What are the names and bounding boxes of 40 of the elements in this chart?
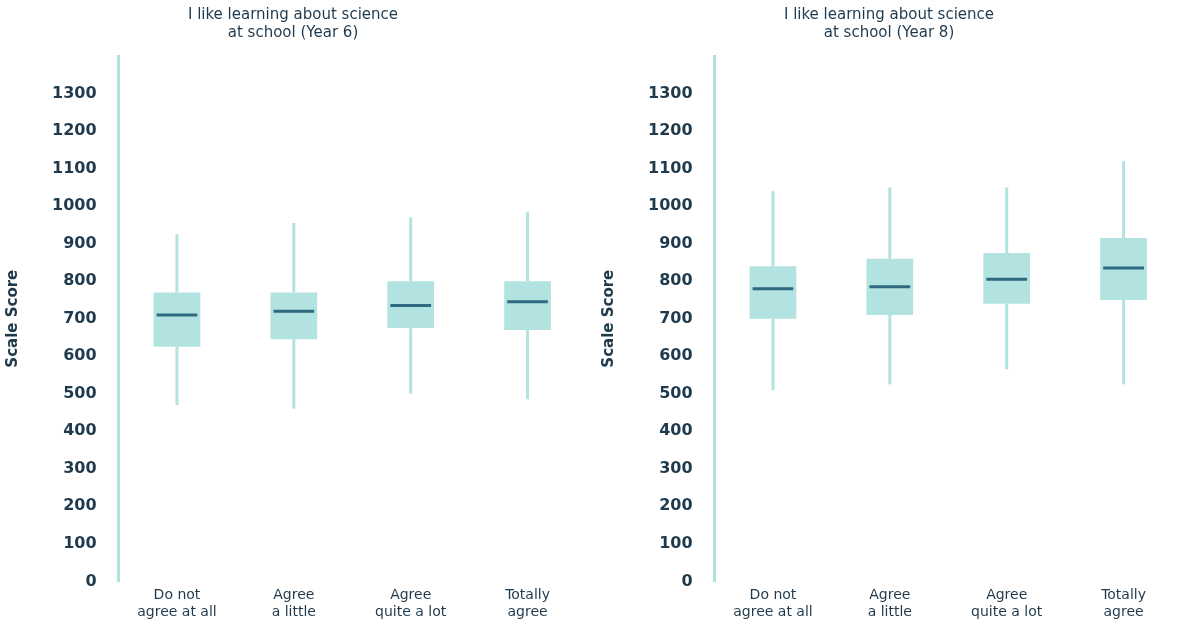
y-tick-label: 900 (659, 232, 693, 252)
x-tick-label: Agree quite a lot (971, 586, 1043, 620)
y-tick-label: 1200 (52, 120, 97, 140)
y-tick-label: 700 (63, 307, 97, 327)
y-tick-label: 800 (63, 270, 97, 290)
y-tick-label: 0 (681, 570, 693, 590)
y-tick-label: 1000 (52, 195, 97, 215)
y-tick-label: 800 (659, 270, 693, 290)
y-tick-label: 200 (63, 495, 97, 515)
y-axis-title: Scale Score (598, 269, 617, 368)
x-tick-label: Totally agree (1100, 586, 1146, 620)
y-tick-label: 300 (63, 457, 97, 477)
x-tick-label: Do not agree at all (137, 586, 217, 620)
x-tick-label: Do not agree at all (733, 586, 813, 620)
y-tick-label: 600 (63, 345, 97, 365)
y-tick-label: 0 (85, 570, 97, 590)
y-tick-label: 400 (63, 420, 97, 440)
x-tick-label: Agree a little (271, 586, 316, 620)
chart-title: I like learning about science at school (Year 8) (783, 4, 995, 41)
x-tick-label: Agree quite a lot (375, 586, 447, 620)
y-tick-label: 1300 (648, 82, 693, 102)
y-tick-label: 100 (63, 533, 97, 553)
y-tick-label: 600 (659, 345, 693, 365)
y-tick-label: 1100 (648, 157, 693, 177)
y-tick-label: 500 (63, 382, 97, 402)
y-tick-label: 900 (63, 232, 97, 252)
chart-title: I like learning about science at school (Year 6) (187, 4, 399, 41)
y-tick-label: 1100 (52, 157, 97, 177)
y-tick-label: 400 (659, 420, 693, 440)
x-tick-label: Totally agree (504, 586, 550, 620)
y-tick-label: 300 (659, 457, 693, 477)
y-tick-label: 1000 (648, 195, 693, 215)
y-tick-label: 100 (659, 533, 693, 553)
y-tick-label: 1200 (648, 120, 693, 140)
y-tick-label: 1300 (52, 82, 97, 102)
x-tick-label: Agree a little (867, 586, 912, 620)
y-axis-title: Scale Score (2, 269, 21, 368)
y-tick-label: 200 (659, 495, 693, 515)
y-tick-label: 700 (659, 307, 693, 327)
y-tick-label: 500 (659, 382, 693, 402)
